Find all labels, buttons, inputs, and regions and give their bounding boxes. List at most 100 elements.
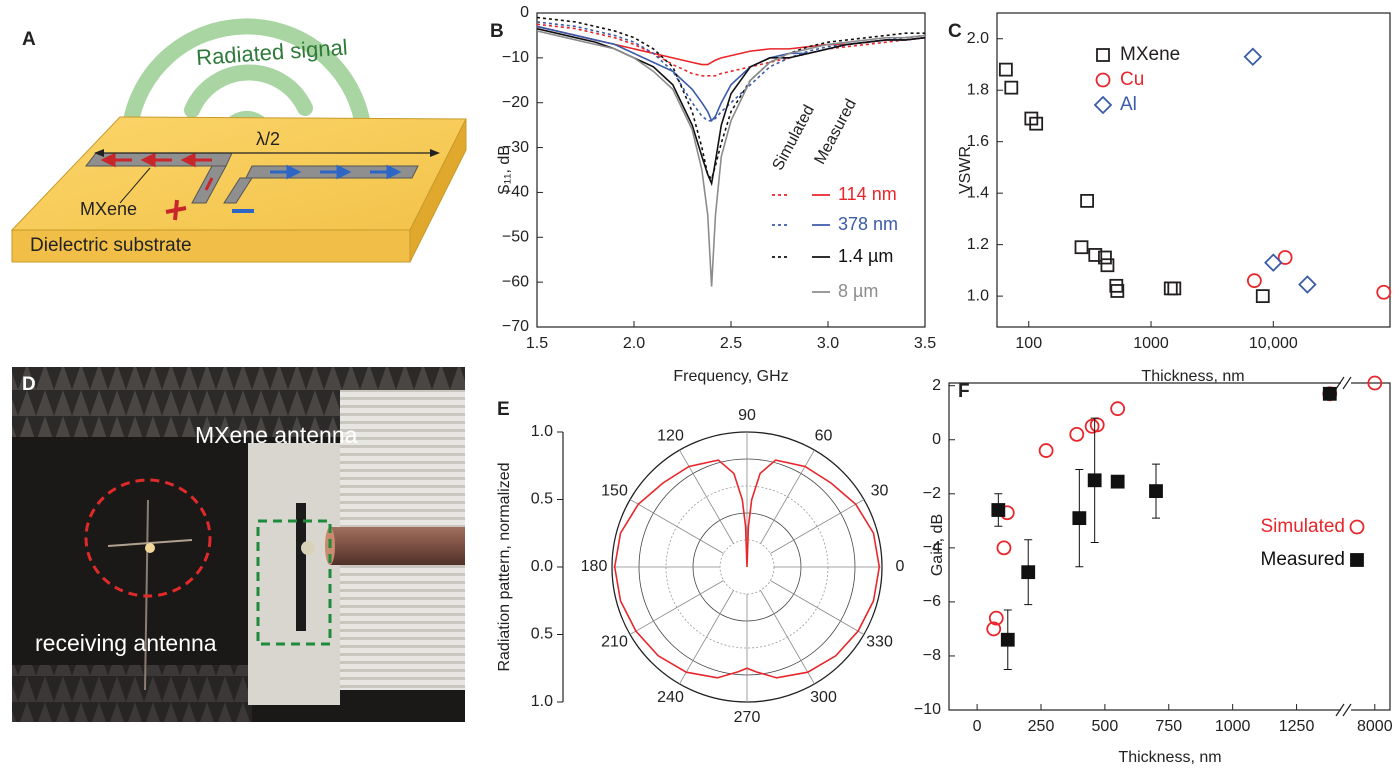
spoke (679, 590, 734, 685)
y-tick-label: −10 (914, 701, 941, 718)
spoke (629, 580, 724, 635)
legend-marker (1349, 519, 1365, 535)
legend-label: 378 nm (838, 214, 898, 234)
data-point (1004, 80, 1019, 95)
spoke (760, 449, 815, 544)
substrate-side (409, 118, 467, 263)
spoke (760, 590, 815, 685)
measured-line (536, 25, 926, 66)
data-point (1243, 47, 1263, 67)
x-axis-title: Thickness, nm (1118, 749, 1221, 766)
data-point (1264, 253, 1283, 272)
radial-tick-label: 1.0 (531, 423, 553, 440)
data-point (1000, 632, 1015, 647)
arrow-head (430, 149, 440, 157)
y-tick-label: 1.8 (967, 81, 989, 98)
leader-line (119, 167, 151, 204)
antenna-label: MXene antenna (195, 422, 358, 448)
receiver-feed (145, 543, 155, 553)
legend-label: Simulated (1261, 516, 1346, 537)
legend-label: Al (1120, 94, 1137, 115)
radial-tick-label: 1.0 (531, 693, 553, 710)
y-tick-label: −40 (502, 184, 529, 201)
x-tick-label: 0 (973, 718, 982, 735)
x-tick-label: 1000 (1133, 335, 1169, 352)
plus-sign (165, 199, 187, 221)
data-point (1110, 474, 1125, 489)
angle-label: 120 (657, 427, 684, 444)
angle-label: 60 (815, 427, 833, 444)
spoke (679, 449, 734, 544)
substrate-label: Dielectric substrate (30, 235, 192, 256)
x-tick-label: 3.5 (914, 335, 936, 352)
angle-label: 240 (657, 689, 684, 706)
y-tick-label: −8 (923, 647, 941, 664)
legend-label: Cu (1120, 69, 1144, 90)
data-point (1080, 193, 1094, 208)
measured-line (536, 30, 926, 287)
data-point (998, 62, 1013, 77)
y-tick-label: 1.0 (967, 287, 989, 304)
material-label: MXene (80, 199, 137, 219)
y-tick-label: −6 (923, 593, 941, 610)
data-point (996, 540, 1012, 556)
legend-header: Simulated (770, 102, 818, 173)
x-tick-label: 1250 (1279, 718, 1315, 735)
y-tick-label: 1.4 (967, 184, 989, 201)
y-tick-label: −20 (502, 94, 529, 111)
y-tick-label: −60 (502, 273, 529, 290)
data-point (1298, 275, 1317, 294)
y-tick-label: −30 (502, 139, 529, 156)
legend-label: 8 µm (838, 281, 878, 301)
data-point (1038, 443, 1054, 458)
wave-arc (184, 64, 313, 118)
legend-marker (1093, 95, 1113, 115)
y-tick-label: −10 (502, 49, 529, 66)
legend-marker (1095, 72, 1111, 88)
current-arrows (270, 164, 402, 180)
panel-a: A Radiated signal λ/2 MXene Dielectric s… (10, 18, 467, 263)
y-axis-title: S₁₁, dB (496, 145, 513, 195)
legend-label: 114 nm (838, 184, 897, 204)
axis-break (1335, 376, 1352, 717)
data-point (1376, 284, 1392, 300)
x-tick-label: 100 (1015, 335, 1042, 352)
panel-label: F (958, 381, 970, 402)
measured-line (536, 27, 926, 187)
y-tick-label: 2 (932, 377, 941, 394)
x-tick-label: 8000 (1357, 718, 1393, 735)
x-tick-label: 2.5 (720, 335, 742, 352)
simulated-line (536, 23, 926, 77)
panel-label: C (948, 21, 962, 42)
spoke (770, 499, 865, 554)
data-point (1098, 250, 1112, 265)
data-point (1100, 258, 1115, 273)
data-point (986, 621, 1002, 637)
radial-tick-label: 0.5 (531, 626, 553, 643)
panel-label: B (490, 21, 504, 42)
angle-label: 270 (734, 709, 761, 726)
radial-tick-label: 0.5 (531, 491, 553, 508)
x-tick-label: 3.0 (817, 335, 839, 352)
spoke (629, 499, 724, 554)
current-arrows (100, 152, 214, 191)
panel-label: D (22, 374, 36, 395)
data-point (1029, 116, 1044, 131)
x-tick-label: 1000 (1215, 718, 1251, 735)
y-tick-label: 1.6 (967, 133, 989, 150)
y-tick-label: −4 (923, 539, 941, 556)
y-tick-label: −50 (502, 229, 529, 246)
angle-label: 150 (601, 483, 628, 500)
absorber-floor (12, 665, 252, 722)
angle-label: 180 (581, 558, 608, 575)
angle-label: 210 (601, 634, 628, 651)
data-point (1322, 386, 1337, 401)
mxene-strip (296, 503, 306, 631)
data-point (1110, 401, 1126, 417)
radial-tick-label: 0.0 (531, 558, 553, 575)
data-point (1277, 250, 1293, 265)
x-tick-label: 750 (1155, 718, 1182, 735)
panel-label: E (497, 399, 510, 420)
coax-cable (330, 527, 465, 565)
